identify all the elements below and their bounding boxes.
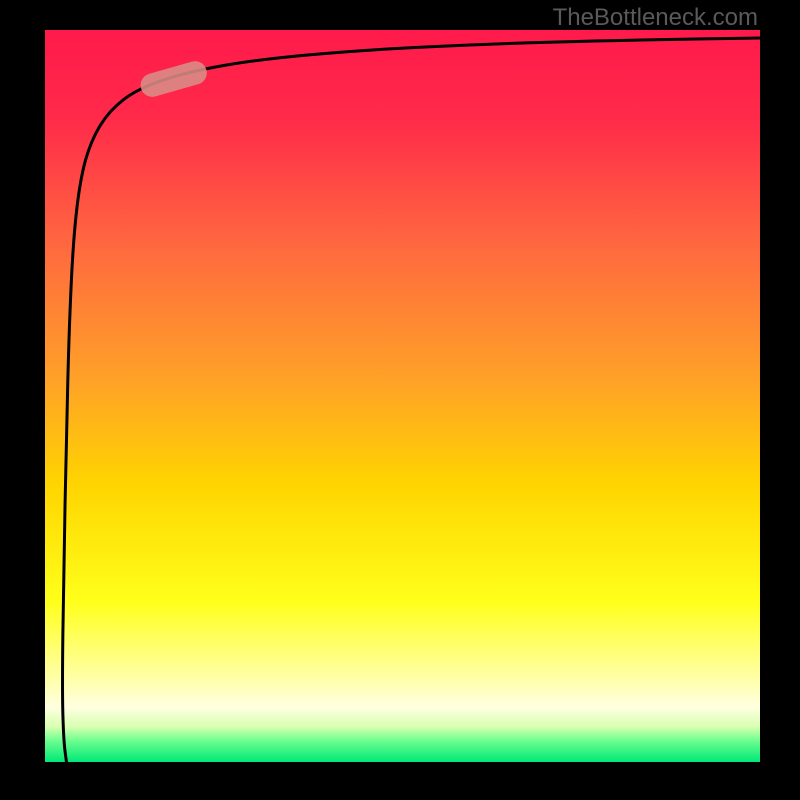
highlight-pill: [138, 58, 210, 99]
curve-layer: [45, 30, 760, 762]
watermark-text: TheBottleneck.com: [553, 4, 758, 32]
bottleneck-curve: [63, 38, 760, 762]
plot-area: [45, 30, 760, 762]
highlight-pill-rect: [138, 58, 210, 99]
